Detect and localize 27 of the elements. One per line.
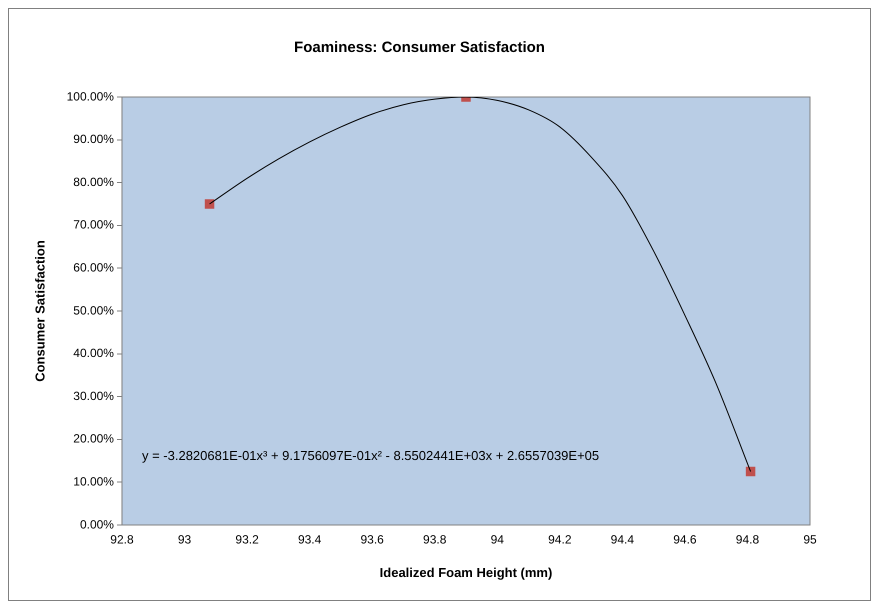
y-tick-label: 80.00% [73, 174, 114, 189]
x-axis-title: Idealized Foam Height (mm) [380, 564, 552, 580]
x-tick-label: 94 [490, 532, 504, 547]
y-tick-label: 90.00% [73, 132, 114, 146]
y-tick-label: 70.00% [73, 218, 114, 232]
x-tick-label: 92.8 [110, 532, 134, 547]
x-tick-label: 94.8 [736, 532, 760, 547]
x-tick-label: 93.2 [235, 532, 260, 547]
y-tick-label: 40.00% [73, 346, 114, 360]
annotation: y = -3.2820681E-01x³ + 9.1756097E-01x² - 8.5502441E+03x + 2.6557039E+05 [142, 448, 600, 464]
y-tick-label: 30.00% [73, 388, 114, 403]
x-tick-label: 94.2 [548, 532, 572, 547]
y-axis-title: Consumer Satisfaction [32, 240, 48, 382]
x-tick-label: 93.4 [298, 532, 322, 547]
x-tick-label: 93.8 [423, 532, 447, 547]
y-tick-label: 20.00% [73, 432, 114, 446]
x-tick-label: 94.4 [610, 532, 634, 547]
x-tick-label: 94.6 [673, 532, 697, 547]
x-tick-label: 95 [803, 532, 817, 547]
y-tick-label: 100.00% [66, 89, 114, 104]
chart-title: Foaminess: Consumer Satisfaction [294, 39, 545, 56]
x-tick-label: 93 [178, 532, 192, 547]
x-tick-label: 93.6 [360, 532, 384, 547]
y-tick-label: 0.00% [80, 517, 114, 532]
y-tick-label: 10.00% [73, 474, 114, 489]
y-tick-label: 50.00% [73, 303, 114, 318]
y-tick-label: 60.00% [73, 260, 114, 275]
